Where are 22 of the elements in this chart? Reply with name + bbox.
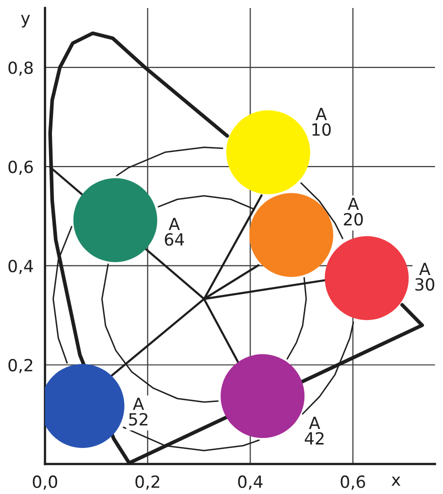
- line-series: [300, 182, 344, 240]
- y-tick-label: 0,2: [8, 358, 32, 374]
- series-label: A 42: [304, 416, 324, 444]
- x-axis-title: x: [392, 476, 400, 486]
- y-tick-label: 0,6: [8, 160, 33, 175]
- series-label: A 30: [415, 262, 434, 291]
- line-series: [52, 226, 72, 364]
- line-series: [116, 146, 224, 176]
- series-label: A 10: [312, 108, 331, 136]
- y-axis-title: y: [21, 14, 30, 28]
- y-tick-label: 0,8: [8, 61, 33, 76]
- x-tick-label: 0,6: [340, 475, 366, 490]
- line-series: [286, 276, 307, 360]
- series-label: A 52: [129, 398, 148, 426]
- x-tick-label: 0,2: [135, 475, 160, 490]
- series-label: A 20: [344, 198, 363, 226]
- x-tick-label: 0,4: [238, 475, 263, 490]
- line-series: [122, 426, 260, 452]
- line-series: [158, 195, 256, 210]
- series-label: A 64: [164, 218, 184, 246]
- y-tick-label: 0,4: [8, 260, 33, 274]
- x-tick-label: 0,0: [32, 475, 58, 490]
